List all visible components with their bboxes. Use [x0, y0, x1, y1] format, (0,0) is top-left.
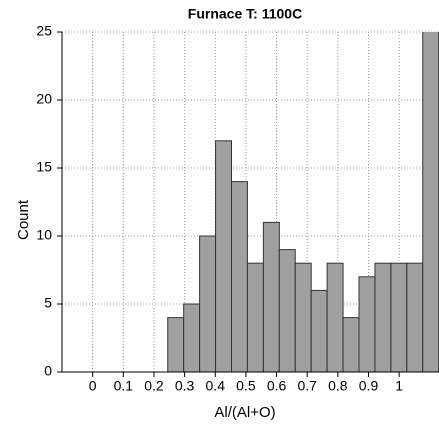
y-tick-label: 15 [36, 159, 52, 175]
x-tick-label: 0.9 [359, 378, 379, 394]
x-tick-label: 0.8 [328, 378, 348, 394]
x-tick-label: 0 [89, 378, 97, 394]
bar [199, 235, 217, 372]
x-tick-label: 0.6 [267, 378, 287, 394]
x-tick-label: 0.5 [236, 378, 256, 394]
bar [294, 262, 312, 372]
bar [230, 181, 248, 372]
bar [374, 262, 392, 372]
bar [406, 262, 424, 372]
bar [246, 262, 264, 372]
x-tick-label: 1 [395, 378, 403, 394]
y-tick-label: 10 [36, 227, 52, 243]
bar [278, 249, 296, 372]
bar [390, 262, 408, 372]
bar [310, 289, 328, 372]
bar [215, 140, 232, 372]
x-tick-label: 0.2 [144, 378, 164, 394]
x-tick-label: 0.1 [114, 378, 134, 394]
chart-title: Furnace T: 1100C [188, 6, 302, 22]
x-axis-label: Al/(Al+O) [214, 404, 275, 421]
bar [167, 317, 185, 372]
bar [183, 303, 201, 372]
y-axis-label: Count [15, 199, 32, 240]
bar [358, 276, 376, 372]
x-tick-label: 0.7 [297, 378, 317, 394]
bars [167, 32, 439, 372]
bar [262, 221, 280, 372]
axes: 0 5 10 15 20 25 0 0.1 0.2 0.3 0.4 0.5 0.6 0.7 0.8 0.9 1 [36, 23, 439, 394]
y-tick-label: 25 [36, 23, 52, 39]
bar [342, 317, 360, 372]
y-tick-label: 0 [44, 363, 52, 379]
x-tick-label: 0.4 [206, 378, 226, 394]
y-tick-label: 20 [36, 91, 52, 107]
bar [422, 32, 439, 372]
y-tick-label: 5 [44, 295, 52, 311]
bar [326, 262, 344, 372]
x-tick-label: 0.3 [175, 378, 195, 394]
